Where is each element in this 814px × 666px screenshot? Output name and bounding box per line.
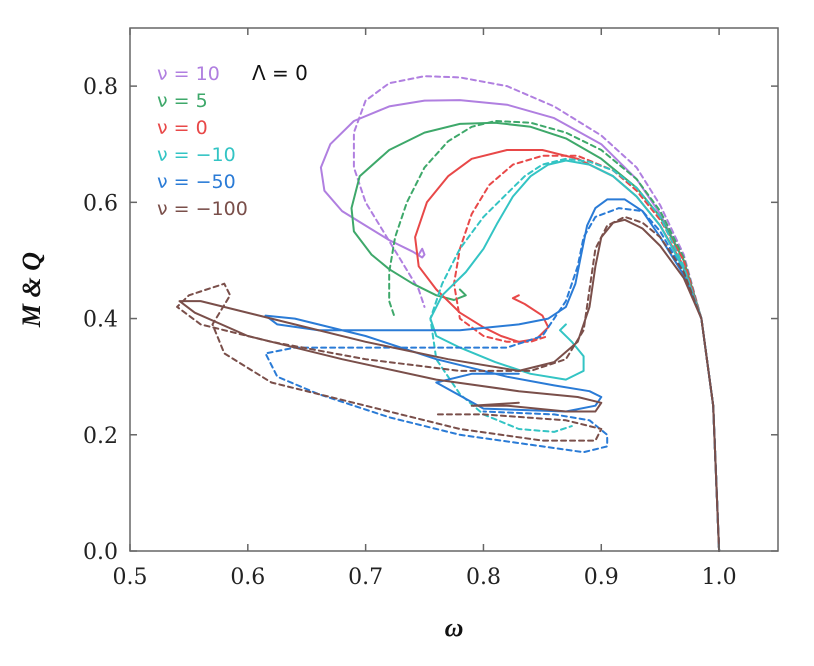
series-0-q-line <box>352 75 721 552</box>
series-3-q-line <box>429 157 721 552</box>
series-3-m-line <box>429 159 721 552</box>
x-tick-label: 0.5 <box>113 565 148 590</box>
legend-entry-2: ν = 0 <box>157 117 208 139</box>
legend-entry-5: ν = −100 <box>157 198 248 220</box>
y-tick-label: 0.6 <box>83 191 118 216</box>
x-tick-label: 0.9 <box>584 565 619 590</box>
x-axis-label: ω <box>445 613 464 642</box>
y-axis-label: M & Q <box>17 252 46 328</box>
x-tick-label: 0.6 <box>230 565 265 590</box>
legend-entry-0: ν = 10 <box>157 63 220 85</box>
x-tick-label: 0.8 <box>466 565 501 590</box>
legend-entry-1: ν = 5 <box>157 90 208 112</box>
series-5-q-line <box>176 215 721 552</box>
y-tick-label: 0.2 <box>83 424 118 449</box>
y-tick-label: 0.0 <box>83 540 118 565</box>
series-4-q-line <box>264 207 721 552</box>
x-tick-label: 0.7 <box>348 565 383 590</box>
plot-frame <box>129 27 779 552</box>
series-1-q-line <box>388 120 721 552</box>
series-layer <box>176 75 721 552</box>
legend-entry-3: ν = −10 <box>157 144 236 166</box>
y-tick-label: 0.8 <box>83 75 118 100</box>
lambda-annotation: Λ = 0 <box>252 61 308 85</box>
series-2-q-line <box>453 154 721 552</box>
series-0-m-line <box>319 99 721 552</box>
series-5-m-line <box>178 218 721 552</box>
y-tick-label: 0.4 <box>83 308 118 333</box>
legend: ν = 10 ν = 5 ν = 0 ν = −10 ν = −50 ν = −100 <box>157 63 248 220</box>
x-tick-label: 1.0 <box>702 565 737 590</box>
legend-entry-4: ν = −50 <box>157 171 236 193</box>
ticks-layer: 0.5 0.6 0.7 0.8 0.9 1.0 0.0 0.2 0.4 0.6 0.8 <box>83 28 778 590</box>
